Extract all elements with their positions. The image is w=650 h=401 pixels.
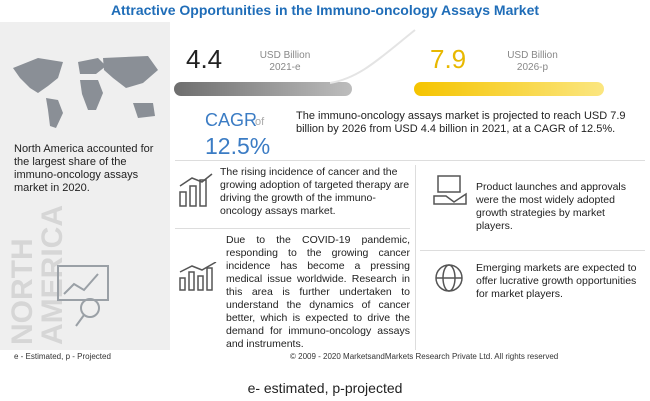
year: 2026-p: [516, 62, 549, 73]
divider: [175, 228, 410, 229]
start-bar: [174, 82, 352, 96]
icon-chart: [179, 262, 217, 291]
title: Attractive Opportunities in the Immuno-o…: [110, 2, 540, 18]
point-text: The rising incidence of cancer and the g…: [220, 166, 410, 217]
end-value: 7.9: [430, 44, 467, 74]
copyright: © 2009 - 2020 MarketsandMarkets Research…: [290, 352, 559, 361]
end-unit: USD Billion 2026-p: [495, 50, 570, 74]
unit: USD Billion: [259, 50, 311, 61]
end-bar: [414, 82, 604, 96]
unit: USD Billion: [507, 50, 558, 61]
year: 2021-e: [269, 62, 301, 73]
point-text: Due to the COVID-19 pandemic, responding…: [226, 234, 410, 350]
analysis-icon: [57, 265, 109, 327]
cagr-label: CAGR: [205, 110, 258, 130]
icon-launch: [433, 175, 467, 205]
region-text: North America accounted for the largest …: [14, 143, 154, 194]
cagr-of: of: [255, 116, 265, 128]
cagr-value: 12.5%: [205, 133, 271, 159]
start-unit: USD Billion 2021-e: [250, 50, 320, 74]
watermark-line: NORTH: [6, 238, 39, 345]
footer-legend: e - Estimated, p - Projected: [14, 352, 111, 361]
divider: [175, 160, 645, 161]
start-value: 4.4: [186, 44, 223, 74]
divider: [420, 250, 645, 251]
point-text: Emerging markets are expected to offer l…: [476, 262, 637, 300]
world-map: [13, 56, 158, 128]
icon-globe: [435, 264, 463, 292]
caption: e- estimated, p-projected: [247, 380, 403, 396]
icon-growth: [179, 173, 213, 207]
point-text: Product launches and approvals were the …: [476, 181, 627, 232]
growth-curve: [330, 29, 416, 84]
divider: [415, 165, 416, 350]
summary: The immuno-oncology assays market is pro…: [296, 110, 626, 135]
